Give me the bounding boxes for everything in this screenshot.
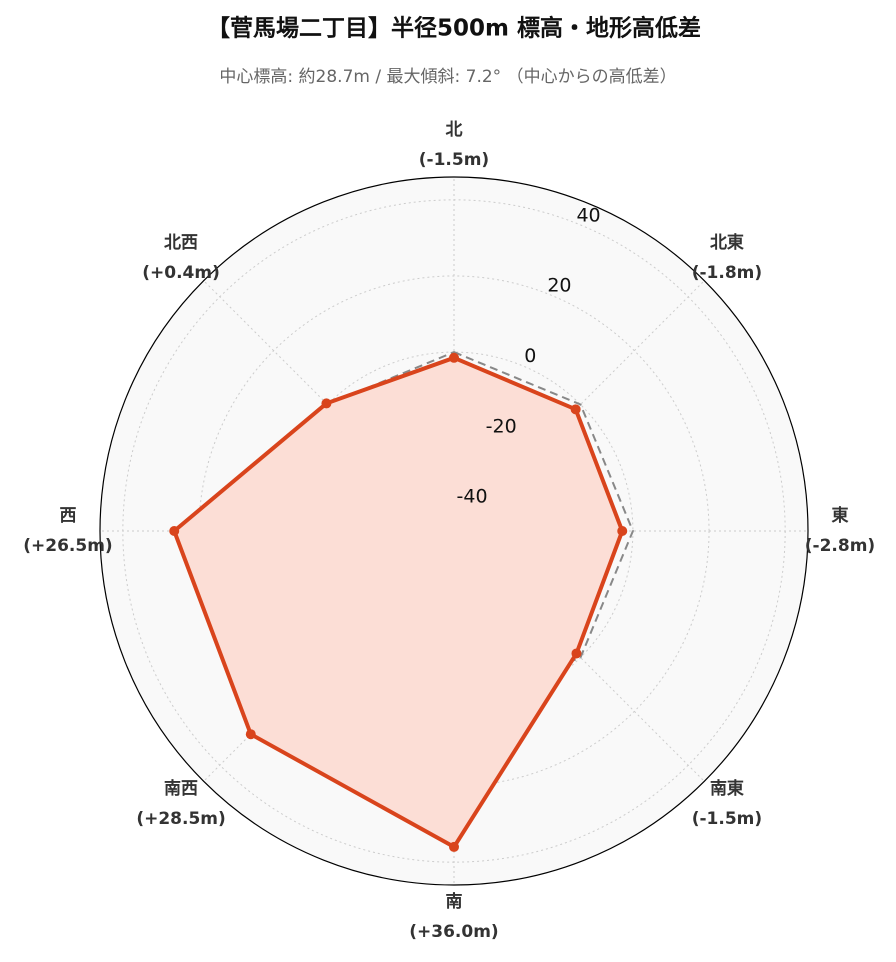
data-point: [617, 526, 628, 536]
category-label: 北東: [710, 232, 744, 253]
value-label: (-2.8m): [805, 536, 875, 556]
r-tick-label: 40: [576, 204, 600, 226]
value-label: (+26.5m): [23, 536, 112, 556]
category-label: 西: [60, 506, 77, 526]
data-point: [449, 352, 459, 363]
value-label: (+0.4m): [142, 263, 220, 283]
data-point: [245, 729, 256, 740]
category-label: 北: [446, 120, 463, 140]
data-point: [169, 526, 180, 536]
data-point: [449, 841, 459, 852]
chart-title: 【菅馬場二丁目】半径500m 標高・地形高低差: [207, 15, 701, 42]
value-label: (-1.5m): [692, 809, 762, 829]
chart-subtitle: 中心標高: 約28.7m / 最大傾斜: 7.2° （中心からの高低差）: [219, 67, 676, 87]
r-tick-label: 0: [524, 345, 536, 367]
data-point: [571, 648, 582, 659]
category-label: 南東: [710, 778, 744, 799]
value-label: (-1.8m): [692, 263, 762, 283]
value-label: (-1.5m): [419, 150, 489, 170]
category-label: 東: [832, 505, 849, 526]
data-point: [570, 404, 581, 415]
value-label: (+28.5m): [136, 809, 225, 829]
category-label: 北西: [164, 233, 198, 253]
data-point: [321, 398, 332, 409]
r-tick-label: -40: [457, 486, 488, 508]
category-label: 南: [446, 891, 463, 912]
plot-border: [99, 176, 809, 886]
value-label: (+36.0m): [409, 922, 498, 942]
category-label: 南西: [164, 778, 198, 799]
r-tick-label: -20: [486, 415, 517, 437]
r-tick-label: 20: [547, 275, 571, 297]
